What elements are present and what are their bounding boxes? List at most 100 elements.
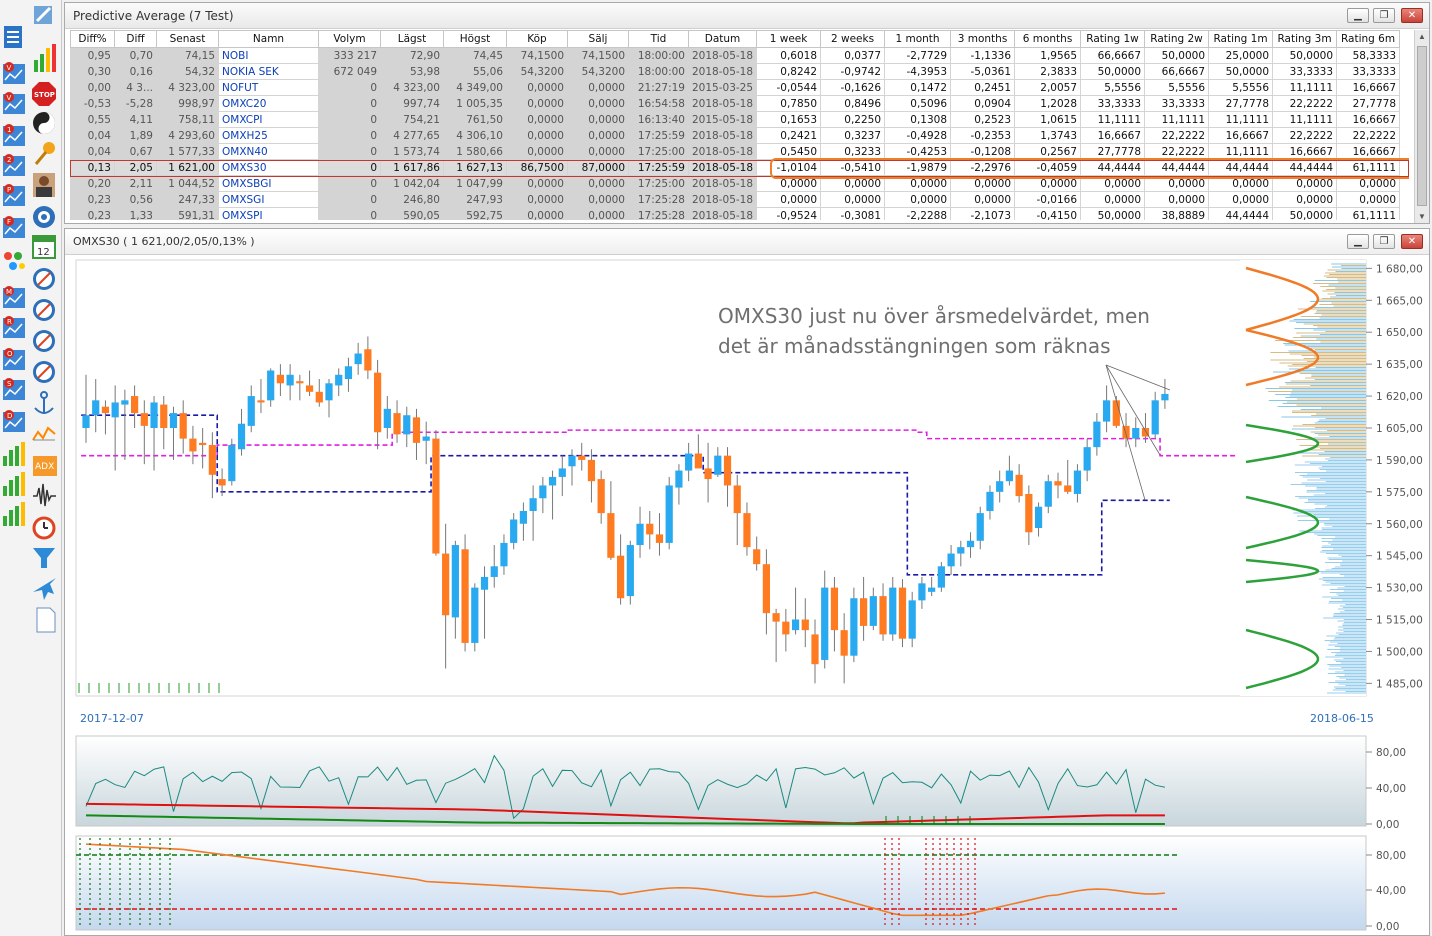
compass-s-icon[interactable] xyxy=(33,361,55,383)
table-row[interactable]: 0,20 2,11 1 044,52 OMXSBGI 0 1 042,04 1 047,99… xyxy=(70,175,1401,192)
table-row[interactable]: 0,23 0,56 247,33 OMXSGI 0 246,80 247,93 0,0000 0… xyxy=(70,191,1401,208)
bar-chart-4-icon[interactable] xyxy=(3,502,25,526)
cell-datum: 2018-05-18 xyxy=(687,159,758,176)
column-header-lägst[interactable]: Lägst xyxy=(380,30,444,48)
close-button[interactable]: ✕ xyxy=(1401,8,1423,23)
candle xyxy=(131,396,139,414)
chart-o-icon[interactable]: O xyxy=(3,348,25,370)
table-row[interactable]: 0,13 2,05 1 621,00 OMXS30 0 1 617,86 1 627,13 8… xyxy=(70,159,1401,176)
cell-rating-6m: 22,2222 xyxy=(1336,127,1401,144)
column-header-sälj[interactable]: Sälj xyxy=(567,30,629,48)
cell-1-week: 0,7850 xyxy=(756,95,822,112)
table-scrollbar[interactable]: ▲ ▼ xyxy=(1414,30,1429,223)
table-row[interactable]: -0,53 -5,28 998,97 OMXC20 0 997,74 1 005,35 0,0… xyxy=(70,95,1401,112)
cell-1-week: 0,0000 xyxy=(756,175,822,192)
table-row[interactable]: 0,23 1,33 591,31 OMXSPI 0 590,05 592,75 0,0000 0… xyxy=(70,207,1401,220)
candle xyxy=(335,374,343,386)
cell-rating-3m: 11,1111 xyxy=(1272,79,1338,96)
compass-n-icon[interactable] xyxy=(33,330,55,352)
candle xyxy=(296,381,304,384)
wrench-icon[interactable] xyxy=(34,6,52,24)
list-icon[interactable] xyxy=(4,26,22,48)
plane-icon[interactable] xyxy=(33,578,56,600)
document-icon[interactable] xyxy=(36,607,56,633)
chart-s-icon[interactable]: S xyxy=(3,378,25,400)
chart-p-icon[interactable]: P xyxy=(3,184,25,206)
cell-rating-6m: 58,3333 xyxy=(1336,47,1401,64)
column-header-datum[interactable]: Datum xyxy=(687,30,758,48)
cycle-icon[interactable] xyxy=(4,252,25,270)
person-icon[interactable] xyxy=(33,173,55,197)
candle xyxy=(305,385,314,392)
price-tick-label: 1 560,00 xyxy=(1376,519,1423,531)
oscillator1-axis: 80,00 40,00 0,00 xyxy=(1366,747,1406,831)
minimize-button[interactable]: ▁ xyxy=(1347,8,1369,23)
candle xyxy=(228,445,236,482)
cell-rating-1w: 11,1111 xyxy=(1080,111,1146,128)
compass-icon[interactable] xyxy=(33,268,55,290)
cell-datum: 2018-05-18 xyxy=(687,63,758,80)
column-header-3-months[interactable]: 3 months xyxy=(950,30,1016,48)
chart-f-icon[interactable]: F xyxy=(3,216,25,238)
candle xyxy=(947,553,955,567)
chart-d-icon[interactable]: D xyxy=(3,410,25,432)
oscillator-icon[interactable] xyxy=(32,426,56,441)
column-header-volym[interactable]: Volym xyxy=(318,30,381,48)
chart-close-button[interactable]: ✕ xyxy=(1401,234,1423,249)
table-row[interactable]: 0,55 4,11 758,11 OMXCPI 0 754,21 761,50 0,0000 0… xyxy=(70,111,1401,128)
candle xyxy=(276,374,284,384)
column-header-senast[interactable]: Senast xyxy=(156,30,219,48)
anchor-icon[interactable] xyxy=(34,391,54,414)
chart-r-icon[interactable]: R xyxy=(3,316,25,338)
bar-chart-3-icon[interactable] xyxy=(3,472,25,496)
candle xyxy=(782,621,790,635)
chart-window-titlebar[interactable]: OMXS30 ( 1 621,00/2,05/0,13% ) ▁ ❐ ✕ xyxy=(65,229,1429,255)
adx-icon[interactable]: ADX xyxy=(33,456,57,476)
table-row[interactable]: 0,04 0,67 1 577,33 OMXN40 0 1 573,74 1 580,66 0… xyxy=(70,143,1401,160)
candle xyxy=(1064,485,1072,492)
oscillator1-cyan-line xyxy=(85,754,1166,820)
chart-minimize-button[interactable]: ▁ xyxy=(1347,234,1369,249)
column-header-1-week[interactable]: 1 week xyxy=(756,30,822,48)
table-row[interactable]: 0,00 4 3... 4 323,00 NOFUT 0 4 323,00 4 349,00… xyxy=(70,79,1401,96)
candle xyxy=(1054,481,1062,486)
bar-chart-2-icon[interactable] xyxy=(3,442,25,466)
column-header-namn[interactable]: Namn xyxy=(218,30,319,48)
filter-icon[interactable] xyxy=(33,548,55,568)
chart-m-icon[interactable]: M xyxy=(3,286,25,308)
stop-icon[interactable]: STOP xyxy=(32,82,56,106)
candle xyxy=(140,413,148,426)
pin-icon[interactable] xyxy=(34,142,55,165)
candle xyxy=(208,445,216,475)
bar-chart-icon[interactable] xyxy=(34,44,56,72)
restore-button[interactable]: ❐ xyxy=(1373,8,1395,23)
chart-v-icon[interactable]: V xyxy=(3,62,25,84)
yin-yang-icon[interactable] xyxy=(33,112,55,134)
column-header-rating-1w[interactable]: Rating 1w xyxy=(1080,30,1146,48)
chart-restore-button[interactable]: ❐ xyxy=(1373,234,1395,249)
column-header-2-weeks[interactable]: 2 weeks xyxy=(820,30,886,48)
chart-1-icon[interactable]: 1 xyxy=(3,124,25,146)
candle xyxy=(548,476,557,486)
scroll-thumb[interactable] xyxy=(1417,46,1427,206)
chart-2-icon[interactable]: 2 xyxy=(3,154,25,176)
alarm-icon[interactable] xyxy=(32,516,56,540)
table-row[interactable]: 0,04 1,89 4 293,60 OMXH25 0 4 277,65 4 306,10 0… xyxy=(70,127,1401,144)
wave-icon[interactable] xyxy=(33,483,56,507)
scroll-up-arrow[interactable]: ▲ xyxy=(1418,32,1426,41)
calendar-icon[interactable]: 12 xyxy=(32,235,56,259)
column-header-tid[interactable]: Tid xyxy=(628,30,689,48)
scroll-down-arrow[interactable]: ▼ xyxy=(1418,212,1426,221)
table-window-titlebar[interactable]: Predictive Average (7 Test) ▁ ❐ ✕ xyxy=(65,3,1429,29)
cell-volym: 0 xyxy=(318,127,381,144)
column-header-1-month[interactable]: 1 month xyxy=(884,30,952,48)
table-row[interactable]: 0,30 0,16 54,32 NOKIA SEK 672 049 53,98 55,06 5… xyxy=(70,63,1401,80)
network-icon[interactable] xyxy=(33,206,55,228)
chart-v2-icon[interactable]: V xyxy=(3,92,25,114)
svg-text:2: 2 xyxy=(7,156,11,164)
column-header-diff[interactable]: Diff xyxy=(114,30,157,48)
compass-w-icon[interactable] xyxy=(33,299,55,321)
cell-diff: 4,11 xyxy=(114,111,157,128)
table-row[interactable]: 0,95 0,70 74,15 NOBI 333 217 72,90 74,45 74,150… xyxy=(70,47,1401,64)
